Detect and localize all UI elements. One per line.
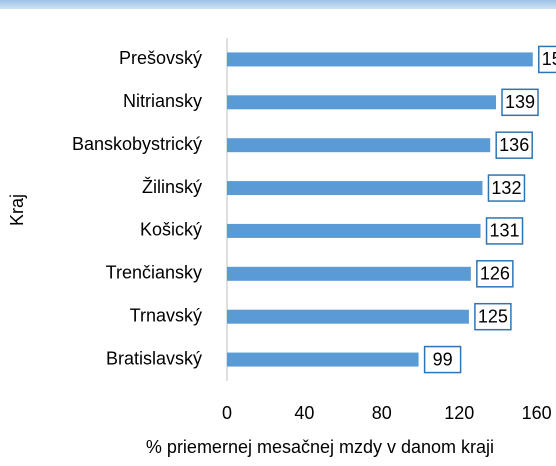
y-tick-label: Trenčiansky [106,263,202,283]
x-axis-title: % priemernej mesačnej mzdy v danom kraji [146,437,494,457]
data-label-box [487,174,526,202]
data-label-box [423,345,462,374]
bar [227,266,471,281]
data-label-box [474,302,512,331]
data-label-box [501,88,539,117]
data-label: 158 [542,49,556,69]
y-tick-label: Banskobystrický [72,134,202,154]
y-tick-label: Nitriansky [123,91,202,111]
data-label: 131 [490,221,520,241]
x-tick-label: 40 [294,403,314,423]
bar [227,52,533,67]
y-tick-label: Žilinský [142,177,202,197]
data-label: 136 [499,135,529,155]
y-tick-label: Košický [140,220,202,240]
data-label-box [485,217,524,245]
bar [227,223,481,238]
header-band [0,0,556,9]
data-label: 125 [478,306,508,326]
bar [227,352,419,367]
x-tick-label: 120 [444,403,474,423]
y-axis-title: Kraj [7,194,27,226]
y-tick-label: Prešovský [119,48,202,68]
bar [227,309,469,324]
data-label: 139 [505,92,535,112]
bar [227,95,497,110]
y-tick-label: Trnavský [130,305,202,325]
data-label: 132 [491,178,521,198]
x-tick-label: 80 [372,403,392,423]
data-label-box [538,45,556,74]
data-label-box [495,131,533,159]
bar [227,138,491,153]
x-tick-label: 160 [522,403,552,423]
bar [227,181,483,196]
y-tick-label: Bratislavský [106,348,202,368]
data-label-box [476,260,514,288]
data-label: 99 [433,349,453,369]
x-tick-label: 0 [222,403,232,423]
data-label: 126 [480,264,510,284]
